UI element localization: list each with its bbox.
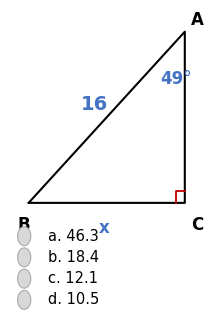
Circle shape <box>18 248 31 267</box>
Text: C: C <box>191 216 204 234</box>
Text: 49°: 49° <box>161 70 192 88</box>
Text: x: x <box>99 219 110 237</box>
Text: B: B <box>18 216 30 234</box>
Text: c. 12.1: c. 12.1 <box>48 271 98 286</box>
Text: a. 46.3: a. 46.3 <box>48 229 99 244</box>
Text: A: A <box>191 10 204 29</box>
Text: 16: 16 <box>81 95 108 114</box>
Circle shape <box>18 269 31 288</box>
Text: d. 10.5: d. 10.5 <box>48 292 100 307</box>
Circle shape <box>18 227 31 246</box>
Text: b. 18.4: b. 18.4 <box>48 250 99 265</box>
Circle shape <box>18 290 31 309</box>
